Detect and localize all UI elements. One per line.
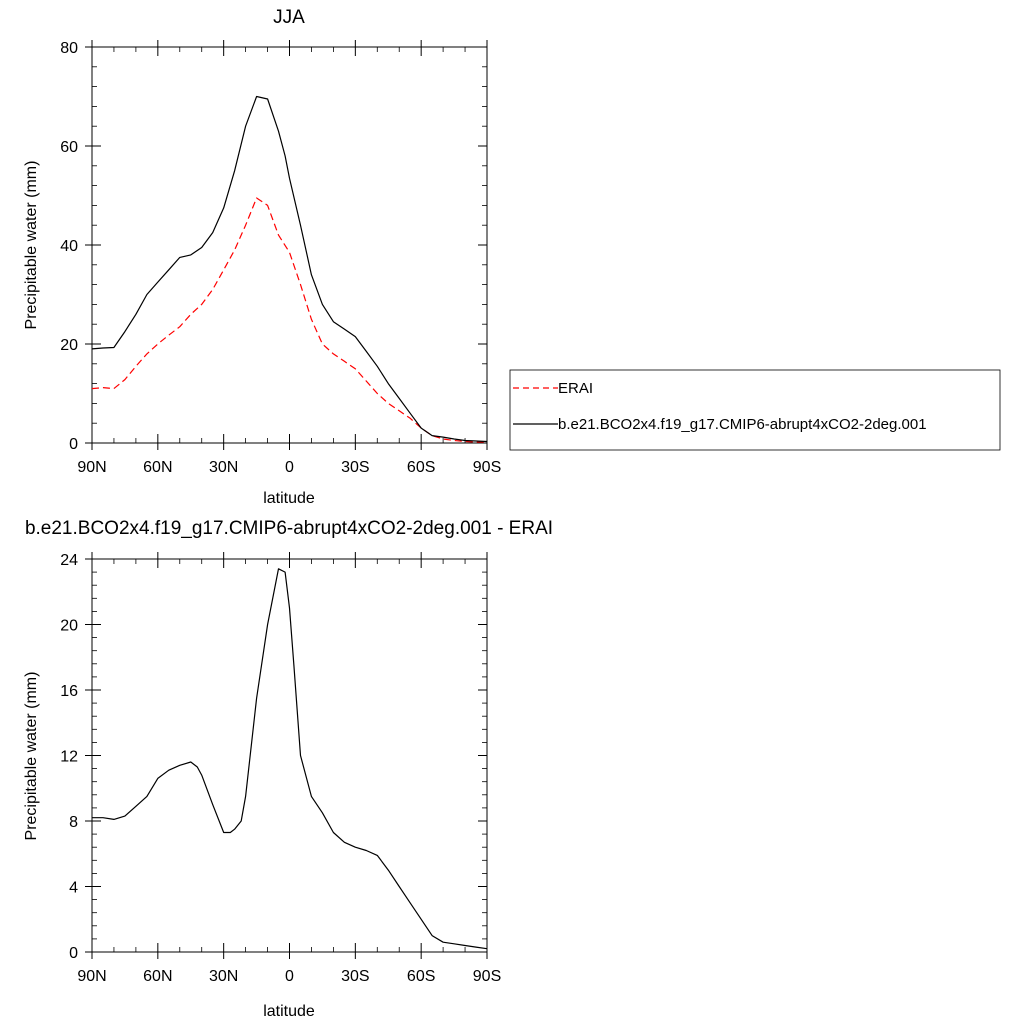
panel-top-plot-area xyxy=(85,40,488,450)
x-tick-label: 60S xyxy=(407,459,435,476)
panel-bottom-ticks xyxy=(85,552,488,959)
x-tick-label: 0 xyxy=(285,968,294,985)
y-tick-label: 60 xyxy=(60,139,78,156)
y-tick-label: 16 xyxy=(60,683,78,700)
panel-bottom-x-axis-label: latitude xyxy=(263,1003,315,1020)
x-tick-label: 60N xyxy=(143,968,172,985)
x-tick-label: 90S xyxy=(473,459,501,476)
y-tick-label: 20 xyxy=(60,618,78,635)
legend-label-erai: ERAI xyxy=(558,380,593,397)
y-tick-label: 4 xyxy=(69,880,78,897)
panel-top-x-tick-labels: 90N 60N 30N 0 30S 60S 90S xyxy=(77,459,501,476)
y-tick-label: 8 xyxy=(69,814,78,831)
x-tick-label: 30N xyxy=(209,459,238,476)
panel-bottom-title: b.e21.BCO2x4.f19_g17.CMIP6-abrupt4xCO2-2… xyxy=(25,518,553,539)
x-tick-label: 90N xyxy=(77,459,106,476)
panel-bottom-plot-area xyxy=(85,552,488,959)
series-line-difference xyxy=(92,568,488,950)
legend: ERAI b.e21.BCO2x4.f19_g17.CMIP6-abrupt4x… xyxy=(509,369,1001,451)
x-tick-label: 60N xyxy=(143,459,172,476)
y-tick-label: 12 xyxy=(60,749,78,766)
panel-top-frame xyxy=(91,46,488,444)
y-tick-label: 20 xyxy=(60,337,78,354)
panel-top: JJA 0 20 40 60 80 90N 60N 30N 0 30S 60S 90S latitu… xyxy=(23,7,1001,507)
panel-bottom-y-axis-label: Precipitable water (mm) xyxy=(23,672,40,841)
panel-bottom-x-tick-labels: 90N 60N 30N 0 30S 60S 90S xyxy=(77,968,501,985)
legend-label-model: b.e21.BCO2x4.f19_g17.CMIP6-abrupt4xCO2-2… xyxy=(558,416,927,433)
panel-top-y-axis-label: Precipitable water (mm) xyxy=(23,161,40,330)
x-tick-label: 90N xyxy=(77,968,106,985)
x-tick-label: 60S xyxy=(407,968,435,985)
y-tick-label: 80 xyxy=(60,40,78,57)
x-tick-label: 30S xyxy=(341,968,369,985)
x-tick-label: 0 xyxy=(285,459,294,476)
y-tick-label: 0 xyxy=(69,436,78,453)
panel-bottom-y-tick-labels: 0 4 8 12 16 20 24 xyxy=(60,552,78,962)
series-line-b-e21-bco2x4-f19-g17-cmip6-abrupt4xco2-2deg-001 xyxy=(91,95,488,443)
x-tick-label: 30S xyxy=(341,459,369,476)
panel-top-title: JJA xyxy=(273,7,305,28)
panel-top-lines xyxy=(91,95,488,443)
legend-box xyxy=(509,369,1001,451)
series-line-erai xyxy=(91,197,487,443)
panel-top-ticks xyxy=(85,40,488,450)
y-tick-label: 40 xyxy=(60,238,78,255)
x-tick-label: 90S xyxy=(473,968,501,985)
panel-top-y-tick-labels: 0 20 40 60 80 xyxy=(60,40,78,453)
panel-top-x-axis-label: latitude xyxy=(263,490,315,507)
panel-bottom-lines xyxy=(92,568,488,950)
y-tick-label: 24 xyxy=(60,552,78,569)
panel-bottom: b.e21.BCO2x4.f19_g17.CMIP6-abrupt4xCO2-2… xyxy=(23,518,553,1020)
panel-bottom-frame xyxy=(91,558,488,953)
x-tick-label: 30N xyxy=(209,968,238,985)
y-tick-label: 0 xyxy=(69,945,78,962)
